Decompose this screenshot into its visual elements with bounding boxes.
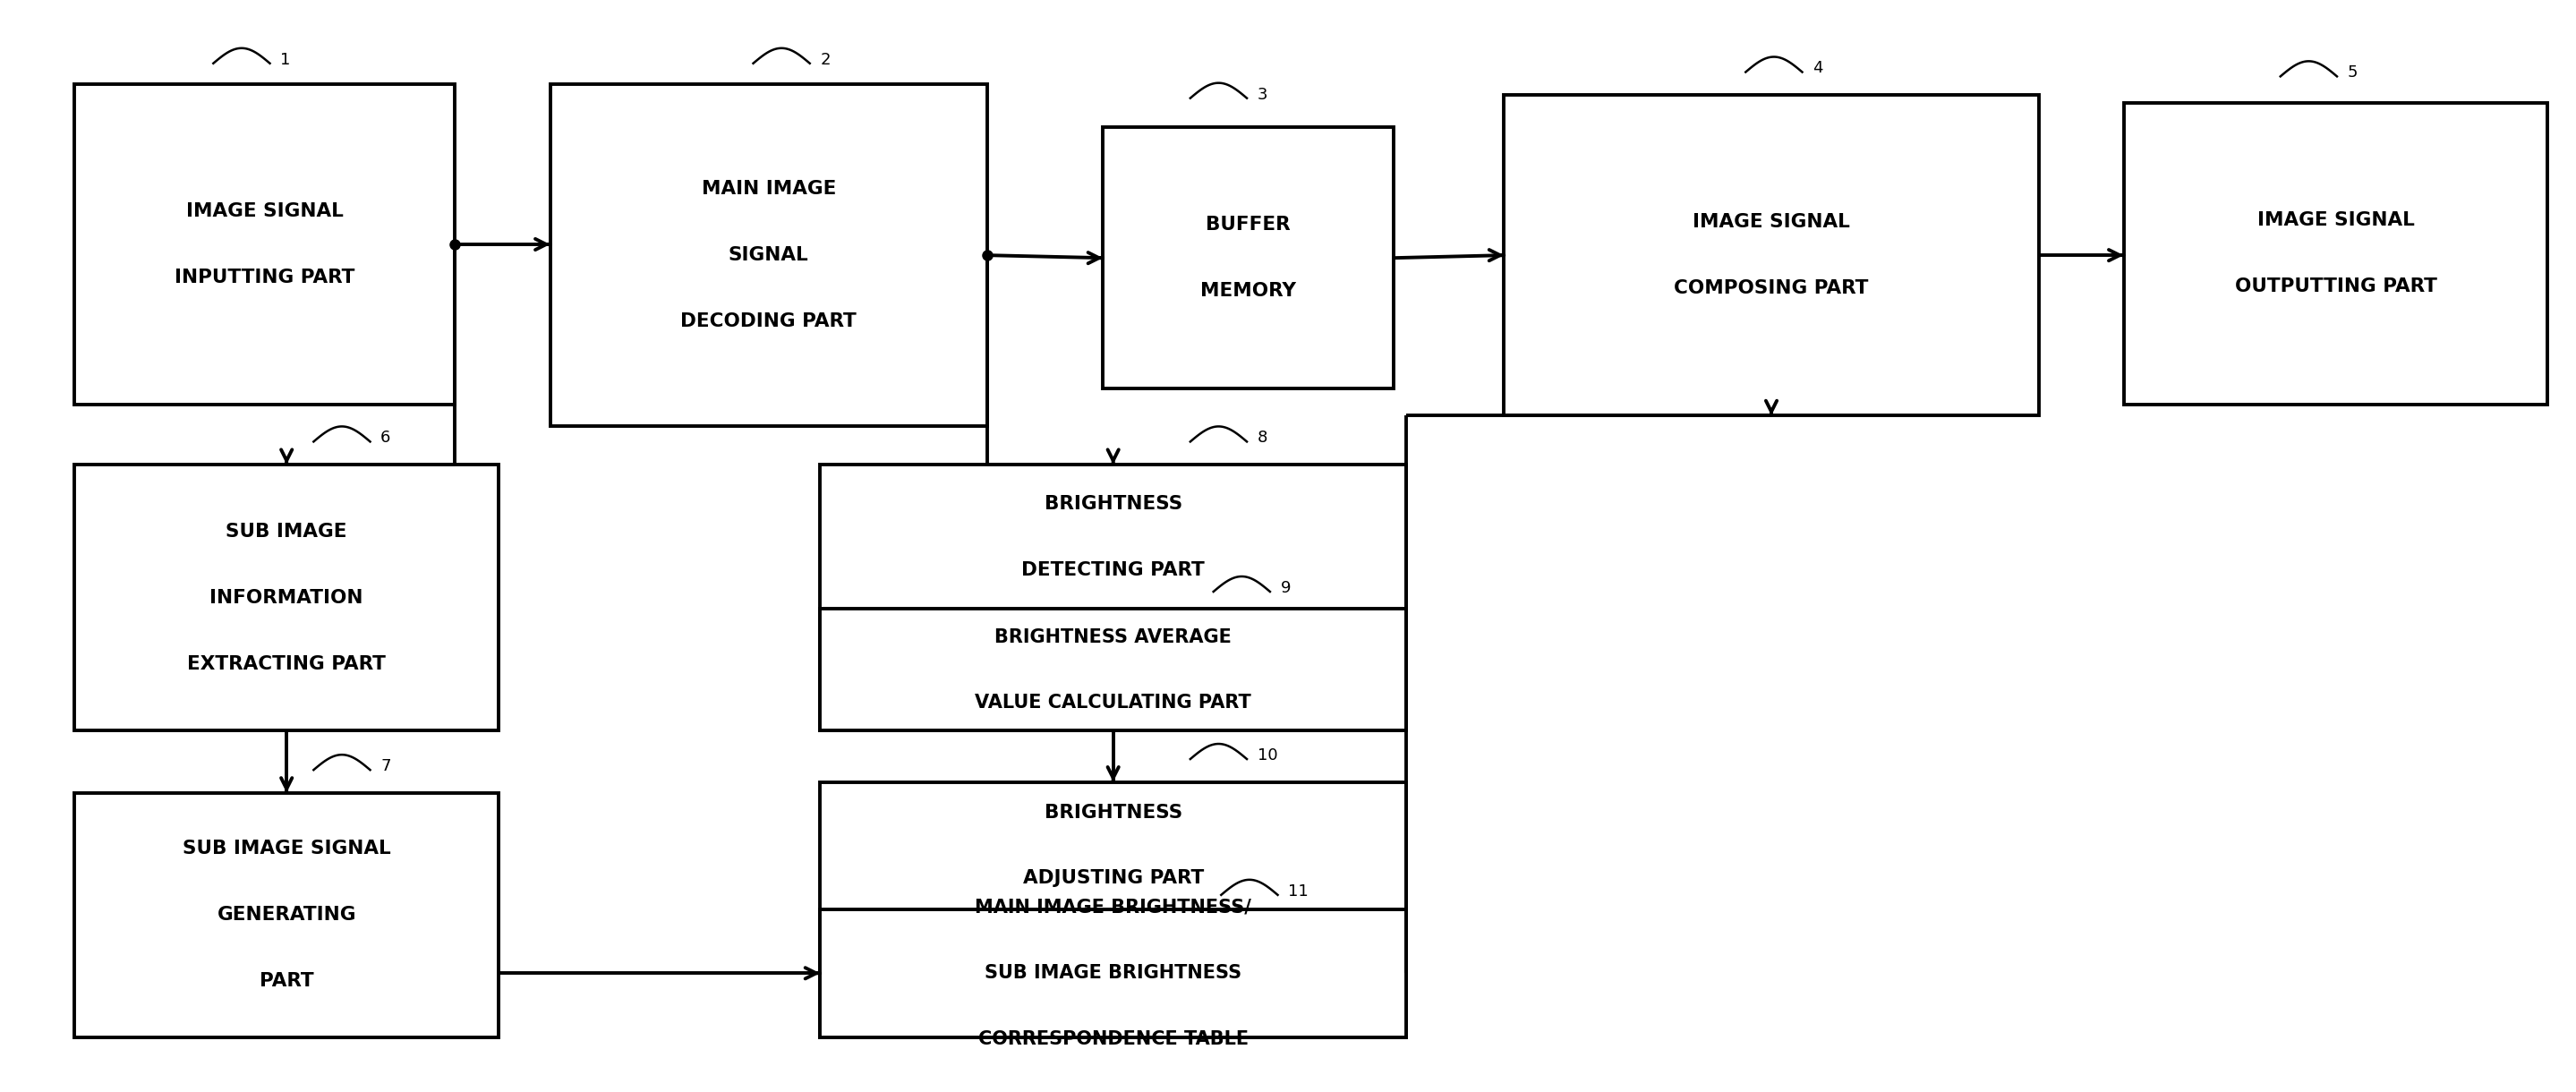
Text: 4: 4: [1814, 60, 1824, 76]
Text: 11: 11: [1288, 883, 1309, 900]
Text: DECODING PART: DECODING PART: [680, 312, 858, 330]
FancyBboxPatch shape: [75, 793, 500, 1037]
Text: ADJUSTING PART: ADJUSTING PART: [1023, 869, 1203, 888]
Text: SIGNAL: SIGNAL: [729, 247, 809, 264]
Text: COMPOSING PART: COMPOSING PART: [1674, 280, 1868, 297]
FancyBboxPatch shape: [819, 609, 1406, 731]
Text: BUFFER: BUFFER: [1206, 216, 1291, 234]
Text: 9: 9: [1280, 580, 1291, 596]
Text: 6: 6: [381, 430, 392, 446]
FancyBboxPatch shape: [1504, 95, 2038, 416]
Text: PART: PART: [260, 972, 314, 990]
Text: 3: 3: [1257, 86, 1267, 103]
FancyBboxPatch shape: [819, 782, 1406, 1037]
Text: SUB IMAGE SIGNAL: SUB IMAGE SIGNAL: [183, 840, 392, 858]
Text: INPUTTING PART: INPUTTING PART: [175, 269, 355, 286]
Text: DETECTING PART: DETECTING PART: [1023, 561, 1206, 579]
Text: VALUE CALCULATING PART: VALUE CALCULATING PART: [974, 695, 1252, 712]
Text: IMAGE SIGNAL: IMAGE SIGNAL: [185, 202, 343, 221]
Text: BRIGHTNESS: BRIGHTNESS: [1043, 804, 1182, 821]
FancyBboxPatch shape: [819, 464, 1406, 731]
Text: CORRESPONDENCE TABLE: CORRESPONDENCE TABLE: [979, 1031, 1249, 1048]
Text: IMAGE SIGNAL: IMAGE SIGNAL: [2257, 212, 2414, 229]
Text: 1: 1: [281, 51, 291, 68]
Text: IMAGE SIGNAL: IMAGE SIGNAL: [1692, 213, 1850, 232]
Text: GENERATING: GENERATING: [216, 906, 355, 924]
FancyBboxPatch shape: [551, 84, 987, 427]
Text: INFORMATION: INFORMATION: [209, 589, 363, 606]
Text: SUB IMAGE BRIGHTNESS: SUB IMAGE BRIGHTNESS: [984, 964, 1242, 982]
FancyBboxPatch shape: [819, 909, 1406, 1037]
Text: EXTRACTING PART: EXTRACTING PART: [188, 655, 386, 673]
Text: MEMORY: MEMORY: [1200, 282, 1296, 300]
Text: 10: 10: [1257, 747, 1278, 763]
FancyBboxPatch shape: [75, 464, 500, 731]
Text: 8: 8: [1257, 430, 1267, 446]
Text: BRIGHTNESS: BRIGHTNESS: [1043, 495, 1182, 512]
FancyBboxPatch shape: [2123, 103, 2548, 405]
Text: 7: 7: [381, 758, 392, 774]
Text: 5: 5: [2347, 64, 2357, 81]
Text: MAIN IMAGE: MAIN IMAGE: [701, 180, 837, 198]
FancyBboxPatch shape: [1103, 128, 1394, 389]
Text: BRIGHTNESS AVERAGE: BRIGHTNESS AVERAGE: [994, 628, 1231, 645]
Text: 2: 2: [819, 51, 829, 68]
Text: MAIN IMAGE BRIGHTNESS/: MAIN IMAGE BRIGHTNESS/: [974, 898, 1252, 916]
Text: SUB IMAGE: SUB IMAGE: [227, 523, 348, 541]
FancyBboxPatch shape: [75, 84, 456, 405]
Text: OUTPUTTING PART: OUTPUTTING PART: [2233, 277, 2437, 296]
